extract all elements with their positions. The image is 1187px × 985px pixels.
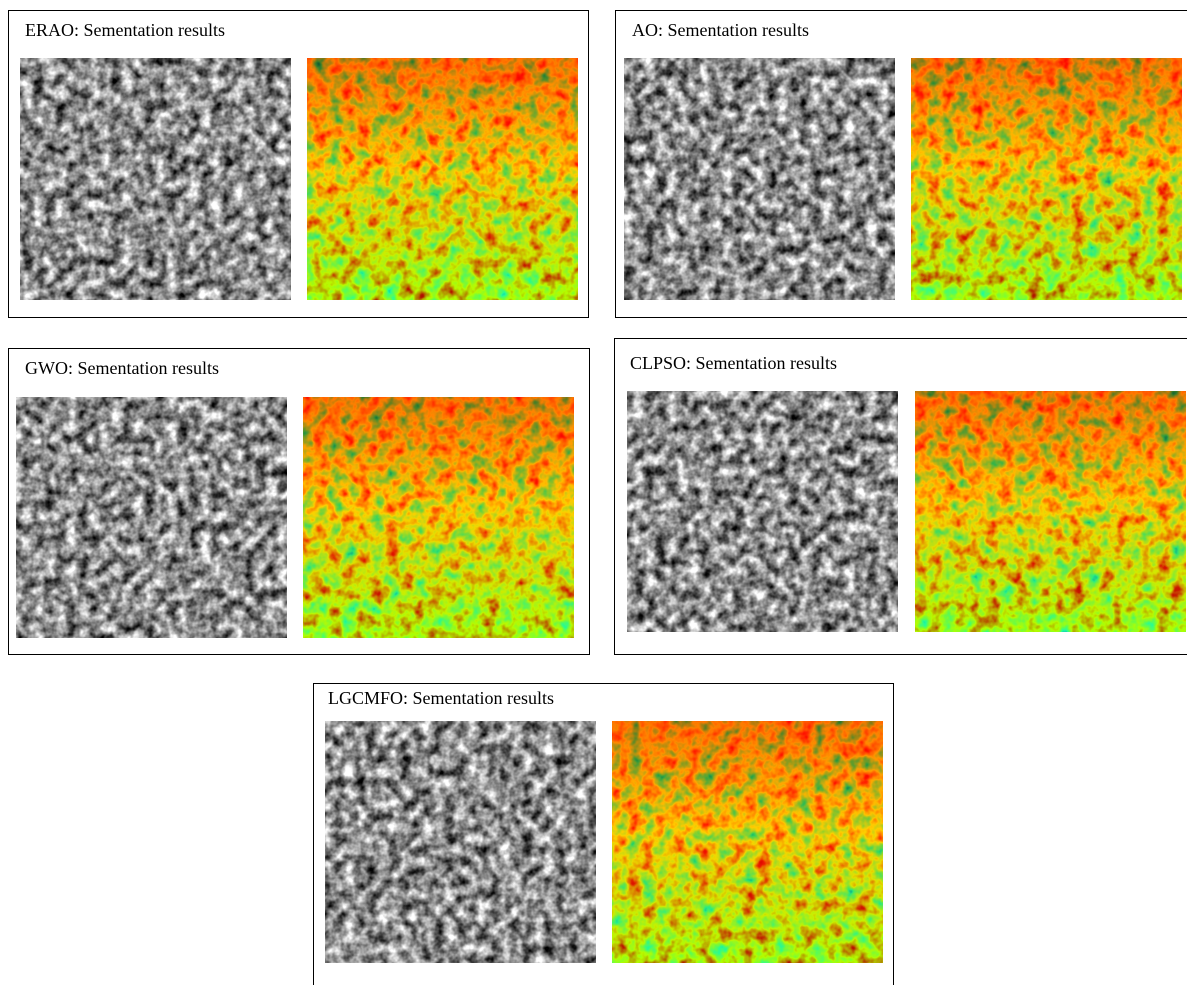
panel-frame (614, 338, 1187, 655)
histology-image (16, 397, 287, 638)
panel-frame (8, 10, 589, 318)
panel-title: GWO: Sementation results (25, 358, 219, 378)
panel-title: CLPSO: Sementation results (630, 353, 837, 373)
panel-frame (313, 683, 894, 985)
panel-title: AO: Sementation results (632, 20, 809, 40)
panel-title: ERAO: Sementation results (25, 20, 225, 40)
histology-image (20, 58, 291, 300)
segmentation-image (303, 397, 574, 638)
segmentation-image (307, 58, 578, 300)
segmentation-image (612, 721, 883, 963)
panel-title: LGCMFO: Sementation results (328, 688, 554, 708)
histology-image (325, 721, 596, 963)
histology-image (624, 58, 895, 300)
histology-image (627, 391, 898, 632)
segmentation-image (915, 391, 1186, 632)
segmentation-image (911, 58, 1182, 300)
panel-frame (8, 348, 590, 655)
panel-frame (615, 10, 1187, 318)
